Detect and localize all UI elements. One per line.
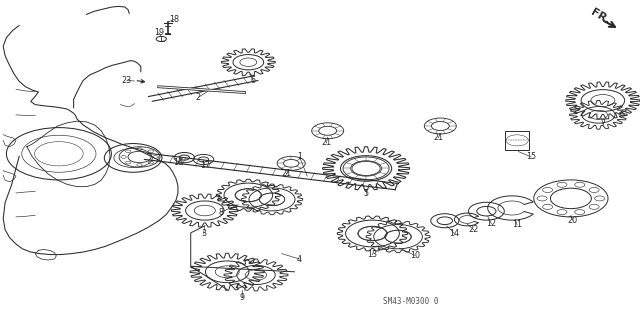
Text: 9: 9 <box>239 293 244 302</box>
Text: 21: 21 <box>321 138 332 147</box>
Text: 11: 11 <box>512 220 522 229</box>
Text: 23: 23 <box>122 76 132 85</box>
Text: 21: 21 <box>433 133 444 142</box>
Text: SM43-M0300 0: SM43-M0300 0 <box>383 297 438 306</box>
Text: 2: 2 <box>196 93 201 102</box>
Text: 19: 19 <box>154 28 164 37</box>
Text: 4: 4 <box>297 255 302 263</box>
Text: 5: 5 <box>364 189 369 198</box>
Text: 6: 6 <box>251 76 256 85</box>
Text: 16: 16 <box>173 158 183 167</box>
Text: 18: 18 <box>169 15 179 24</box>
Text: 13: 13 <box>367 250 378 259</box>
Text: 8: 8 <box>218 208 223 217</box>
Text: 12: 12 <box>486 219 497 228</box>
Text: 1: 1 <box>297 152 302 161</box>
Text: 22: 22 <box>468 225 479 234</box>
Text: 14: 14 <box>449 229 460 238</box>
Text: 7: 7 <box>600 119 605 128</box>
Text: 20: 20 <box>568 216 578 225</box>
Bar <box>505 131 529 150</box>
Text: 3: 3 <box>201 229 206 238</box>
Text: 15: 15 <box>526 152 536 161</box>
Text: 17: 17 <box>200 161 210 170</box>
Text: 21: 21 <box>282 169 292 178</box>
Text: FR.: FR. <box>589 7 612 26</box>
Text: 10: 10 <box>410 251 420 260</box>
